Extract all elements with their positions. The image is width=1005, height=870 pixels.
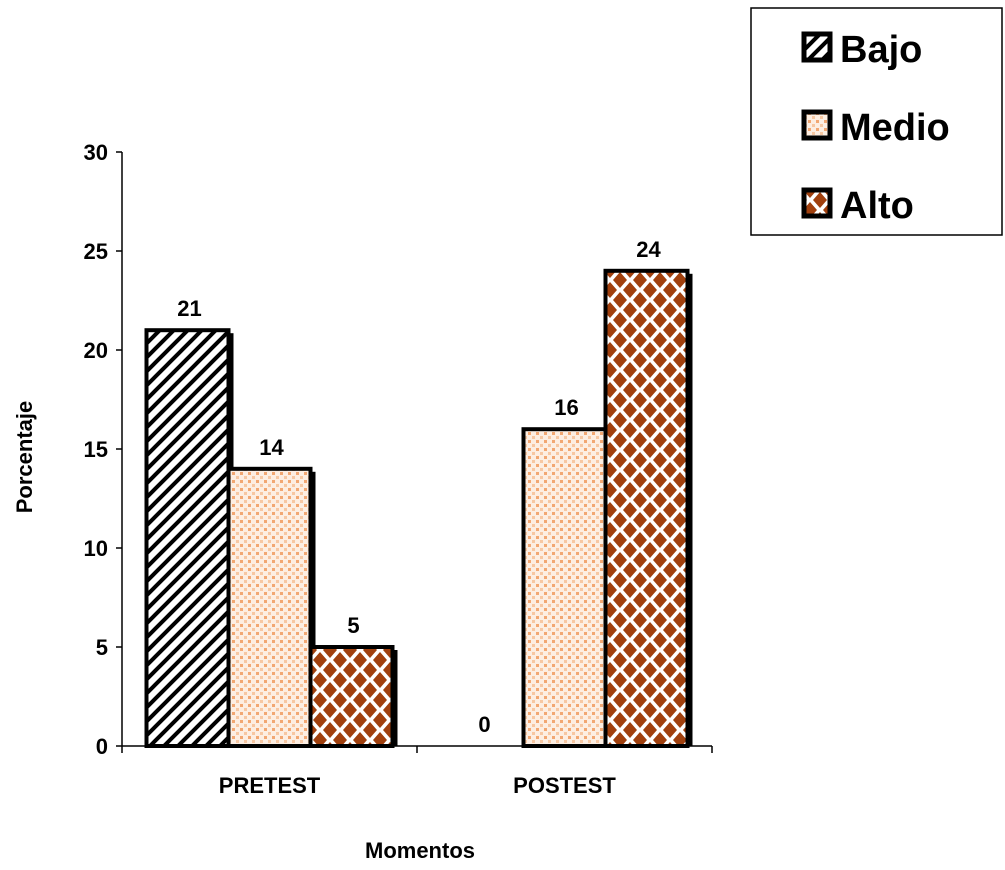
data-label: 16 bbox=[554, 395, 578, 420]
y-tick-label: 15 bbox=[84, 437, 108, 462]
y-tick-label: 0 bbox=[96, 734, 108, 759]
data-label: 21 bbox=[177, 296, 201, 321]
legend-swatch-alto bbox=[801, 187, 833, 219]
data-labels-group: 21 14 5 0 16 24 bbox=[177, 237, 661, 737]
legend-label-alto: Alto bbox=[840, 185, 914, 227]
x-axis-title: Momentos bbox=[365, 838, 475, 863]
legend-box bbox=[750, 7, 1003, 236]
legend: Bajo Medio Alto bbox=[750, 7, 1003, 236]
data-label: 5 bbox=[347, 613, 359, 638]
y-ticks-group: 0 5 10 15 20 25 30 bbox=[84, 140, 122, 759]
legend-swatch-medio bbox=[801, 109, 833, 141]
y-tick-label: 25 bbox=[84, 239, 108, 264]
legend-label-medio: Medio bbox=[840, 107, 950, 149]
data-label: 14 bbox=[259, 435, 284, 460]
y-tick-label: 10 bbox=[84, 536, 108, 561]
legend-label-bajo: Bajo bbox=[840, 29, 922, 71]
y-tick-label: 30 bbox=[84, 140, 108, 165]
data-label: 24 bbox=[636, 237, 661, 262]
bar-medio-postest bbox=[521, 427, 608, 748]
bar-alto-postest bbox=[603, 268, 690, 748]
bar-medio-pretest bbox=[226, 466, 313, 748]
x-tick-label: PRETEST bbox=[219, 773, 321, 798]
y-tick-label: 5 bbox=[96, 635, 108, 660]
y-axis-title: Porcentaje bbox=[12, 401, 37, 514]
bar-bajo-pretest bbox=[144, 328, 231, 748]
data-label: 0 bbox=[478, 712, 490, 737]
x-tick-label: POSTEST bbox=[513, 773, 616, 798]
bar-alto-pretest bbox=[308, 645, 395, 748]
legend-swatch-bajo bbox=[801, 31, 833, 63]
y-tick-label: 20 bbox=[84, 338, 108, 363]
x-ticks-group: PRETEST POSTEST bbox=[121, 746, 713, 798]
bars-group bbox=[144, 268, 693, 748]
